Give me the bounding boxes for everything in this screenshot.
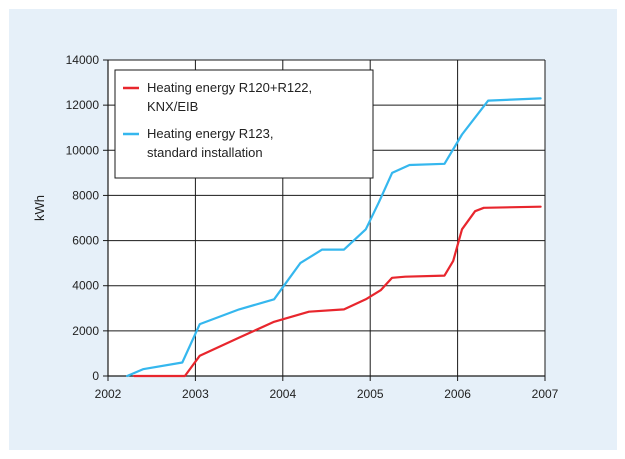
x-tick-label: 2005 (357, 387, 384, 401)
legend-label-2: Heating energy R123, (147, 126, 273, 141)
y-tick-label: 4000 (72, 279, 99, 293)
x-tick-label: 2007 (532, 387, 559, 401)
legend: Heating energy R120+R122, KNX/EIB Heating … (114, 69, 374, 179)
y-tick-label: 12000 (66, 98, 100, 112)
legend-label-1: KNX/EIB (147, 99, 198, 114)
x-tick-label: 2002 (95, 387, 122, 401)
x-tick-label: 2004 (269, 387, 296, 401)
axes: 2002 2003 2004 2005 2006 2007 0 2000 4000 6000 800… (32, 53, 559, 401)
y-tick-label: 10000 (66, 143, 100, 157)
series-lines (126, 97, 542, 378)
y-tick-label: 2000 (72, 324, 99, 338)
series-line-2 (126, 97, 542, 378)
x-tick-label: 2003 (182, 387, 209, 401)
y-tick-label: 0 (92, 369, 99, 383)
y-tick-label: 14000 (66, 53, 100, 67)
series-line-1 (133, 205, 542, 378)
y-tick-label: 6000 (72, 234, 99, 248)
legend-label-1: Heating energy R120+R122, (147, 80, 312, 95)
legend-box (114, 69, 374, 179)
legend-label-2: standard installation (147, 145, 263, 160)
y-axis-label: kWh (32, 195, 47, 221)
y-tick-label: 8000 (72, 188, 99, 202)
x-tick-label: 2006 (444, 387, 471, 401)
